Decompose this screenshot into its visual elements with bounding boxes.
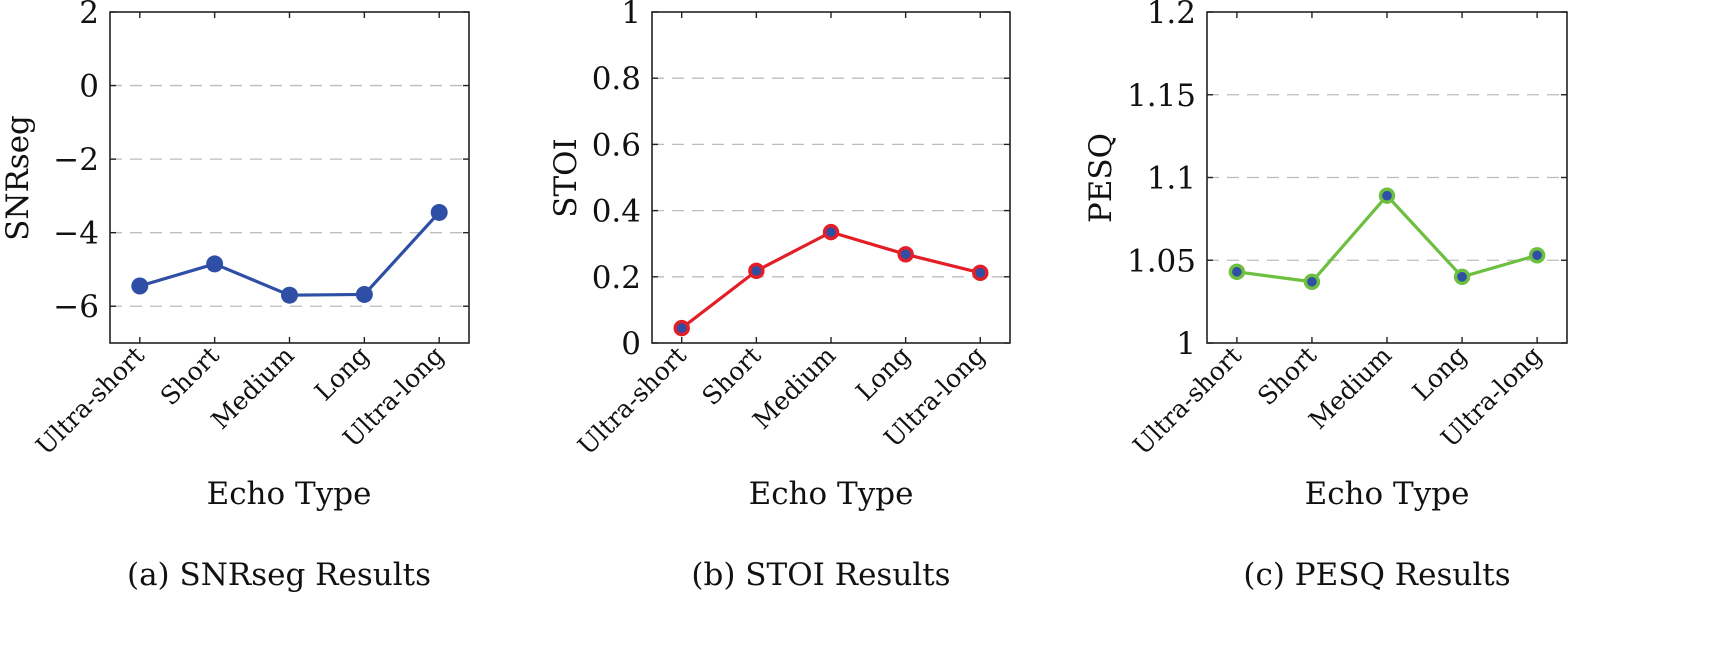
pesq-data-point <box>1228 263 1246 281</box>
pesq-data-point <box>1528 247 1546 264</box>
snrseg-y-tick-label: −2 <box>53 142 99 178</box>
pesq-data-point <box>1453 268 1471 285</box>
snrseg-data-point <box>206 255 224 273</box>
pesq-y-tick-label: 1.05 <box>1127 243 1196 279</box>
snrseg-y-tick-label: 2 <box>79 0 99 31</box>
pesq-x-category-label: Short <box>1252 341 1322 411</box>
snrseg-data-point <box>281 286 298 304</box>
snrseg-data-point <box>430 203 448 221</box>
pesq-data-point <box>1378 187 1396 204</box>
snrseg-data-point <box>131 277 149 295</box>
pesq-y-tick-label: 1 <box>1176 326 1196 362</box>
pesq-data-point <box>1303 273 1321 290</box>
stoi-data-point <box>748 262 765 280</box>
stoi-caption: (b) STOI Results <box>691 557 950 593</box>
stoi-y-tick-label: 0.6 <box>592 127 641 163</box>
pesq-x-axis-title: Echo Type <box>1305 476 1470 512</box>
pesq-x-category-label: Medium <box>1303 341 1397 435</box>
stoi-data-point <box>822 223 840 241</box>
stoi-data-point <box>673 319 690 337</box>
stoi-x-category-label: Long <box>850 341 916 407</box>
stoi-x-category-label: Medium <box>747 341 841 435</box>
snrseg-y-tick-label: −4 <box>53 216 99 252</box>
pesq-y-tick-label: 1.1 <box>1147 161 1196 197</box>
stoi-y-axis-title: STOI <box>548 138 584 218</box>
stoi-y-tick-label: 0.2 <box>592 260 641 296</box>
pesq-caption: (c) PESQ Results <box>1243 557 1510 593</box>
snrseg-x-category-label: Short <box>155 341 225 411</box>
snrseg-y-axis-title: SNRseg <box>0 115 36 241</box>
pesq-x-category-label: Long <box>1407 341 1473 407</box>
stoi-series-line <box>680 230 981 330</box>
snrseg-x-category-label: Medium <box>206 341 300 435</box>
pesq-series-line <box>1236 194 1538 284</box>
stoi-data-point <box>897 246 914 263</box>
stoi-data-point <box>972 264 989 282</box>
snrseg-x-category-label: Long <box>309 341 375 407</box>
snrseg-x-category-label: Ultra-short <box>30 341 150 461</box>
stoi-x-category-label: Short <box>696 341 766 411</box>
stoi-y-tick-label: 0.4 <box>592 194 641 230</box>
pesq-y-tick-label: 1.2 <box>1147 0 1196 31</box>
snrseg-y-tick-label: 0 <box>79 69 99 105</box>
stoi-y-tick-label: 0 <box>621 326 641 362</box>
stoi-x-axis-title: Echo Type <box>749 476 914 512</box>
stoi-y-tick-label: 1 <box>621 0 641 31</box>
snrseg-x-axis-title: Echo Type <box>207 476 372 512</box>
snrseg-y-tick-label: −6 <box>53 289 99 325</box>
stoi-plot-frame <box>651 11 1011 344</box>
snrseg-data-point <box>355 285 373 303</box>
pesq-y-tick-label: 1.15 <box>1127 78 1196 114</box>
snrseg-caption: (a) SNRseg Results <box>127 557 431 593</box>
stoi-y-tick-label: 0.8 <box>592 61 641 97</box>
snrseg-series-line <box>139 211 441 297</box>
pesq-y-axis-title: PESQ <box>1083 133 1119 223</box>
